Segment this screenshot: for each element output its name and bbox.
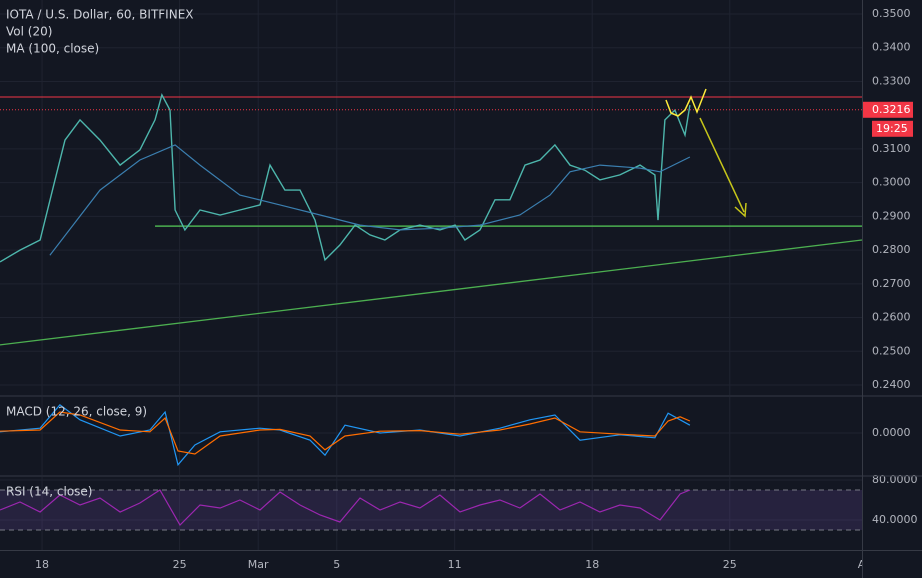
series-line xyxy=(0,93,691,263)
countdown-box xyxy=(872,120,913,137)
x-tick-label: 25 xyxy=(173,558,187,571)
y-tick-label: 0.3000 xyxy=(872,176,911,189)
x-tick-label: 25 xyxy=(723,558,737,571)
last-price-label: 0.3216 xyxy=(872,103,911,116)
y-tick-label: 40.0000 xyxy=(872,513,918,526)
y-tick-label: 0.2800 xyxy=(872,243,911,256)
y-tick-label: 0.2400 xyxy=(872,378,911,391)
x-tick-label: 18 xyxy=(35,558,49,571)
y-tick-label: 0.0000 xyxy=(872,426,911,439)
trend-line xyxy=(0,239,862,346)
plot-area: 18 25 Mar 5 11 18 25 Apr xyxy=(0,0,878,571)
countdown-label: 19:25 xyxy=(876,122,908,135)
y-tick-label: 80.0000 xyxy=(872,473,918,486)
legend-entry: MA (100, close) xyxy=(6,42,99,56)
pane-title: RSI (14, close) xyxy=(6,485,92,499)
series-line xyxy=(0,489,691,526)
y-tick-label: 0.2600 xyxy=(872,311,911,324)
annotation-arrow-head xyxy=(734,202,747,218)
x-tick-label: 18 xyxy=(585,558,599,571)
y-tick-label: 0.3500 xyxy=(872,7,911,20)
y-tick-label: 0.2700 xyxy=(872,277,911,290)
last-price-box xyxy=(863,101,913,118)
band-fill xyxy=(0,490,862,530)
y-tick-label: 0.3400 xyxy=(872,41,911,54)
pane-title: MACD (12, 26, close, 9) xyxy=(6,405,147,419)
annotation-drawing xyxy=(665,88,707,117)
series-line xyxy=(0,403,691,467)
y-tick-label: 0.2900 xyxy=(872,209,911,222)
x-tick-label: 11 xyxy=(448,558,462,571)
symbol-title: IOTA / U.S. Dollar, 60, BITFINEX xyxy=(6,8,194,22)
volume-label: Vol (20) xyxy=(6,25,52,39)
x-tick-label: 5 xyxy=(333,558,340,571)
x-tick-label: Mar xyxy=(248,558,269,571)
y-tick-label: 0.2500 xyxy=(872,344,911,357)
series-line xyxy=(49,144,691,256)
y-tick-label: 0.3300 xyxy=(872,74,911,87)
annotation-arrow xyxy=(699,117,745,213)
x-tick-label: Apr xyxy=(858,558,878,571)
series-line xyxy=(0,411,691,455)
y-tick-label: 0.3100 xyxy=(872,142,911,155)
